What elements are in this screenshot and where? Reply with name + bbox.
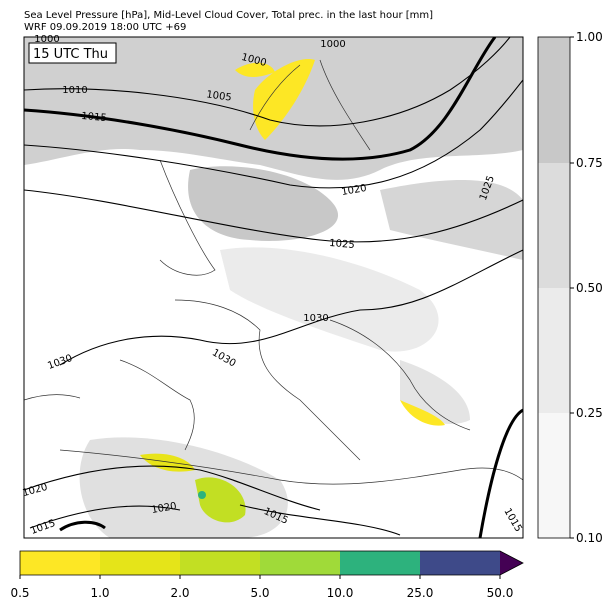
map: 15 UTC Thu — [23, 36, 524, 539]
precip-tick-label: 0.5 — [10, 586, 29, 600]
isobar-label: 1015 — [81, 111, 107, 124]
cloud-tick-label: 0.50 — [576, 281, 603, 295]
precip-tick-label: 5.0 — [250, 586, 269, 600]
title: Sea Level Pressure [hPa], Mid-Level Clou… — [24, 10, 433, 21]
isobar-label: 1025 — [329, 238, 355, 251]
precip-colorbar: 0.5 1.0 2.0 5.0 10.0 25.0 50.0 — [10, 550, 524, 600]
precip-tick-label: 25.0 — [407, 586, 434, 600]
isobar-label: 1000 — [320, 39, 345, 50]
precip-tick-label: 10.0 — [327, 586, 354, 600]
cloud-tick-label: 0.75 — [576, 156, 603, 170]
cloud-tick-label: 1.00 — [576, 30, 603, 44]
precip-tick-label: 2.0 — [170, 586, 189, 600]
subtitle: WRF 09.09.2019 18:00 UTC +69 — [24, 22, 186, 33]
isobar-label: 1000 — [34, 34, 59, 45]
cloud-tick-label: 0.10 — [576, 531, 603, 545]
precip-tick-label: 1.0 — [90, 586, 109, 600]
isobar-label: 1020 — [151, 501, 178, 516]
cloud-colorbar: 0.10 0.25 0.50 0.75 1.00 — [537, 30, 603, 545]
isobar-label: 1030 — [303, 313, 328, 324]
isobar-label: 1010 — [62, 85, 87, 96]
time-label: 15 UTC Thu — [33, 47, 108, 62]
isobar-label: 1020 — [341, 183, 368, 198]
isobar-label: 1005 — [206, 89, 233, 103]
cloud-tick-label: 0.25 — [576, 406, 603, 420]
precip-tick-label: 50.0 — [487, 586, 514, 600]
